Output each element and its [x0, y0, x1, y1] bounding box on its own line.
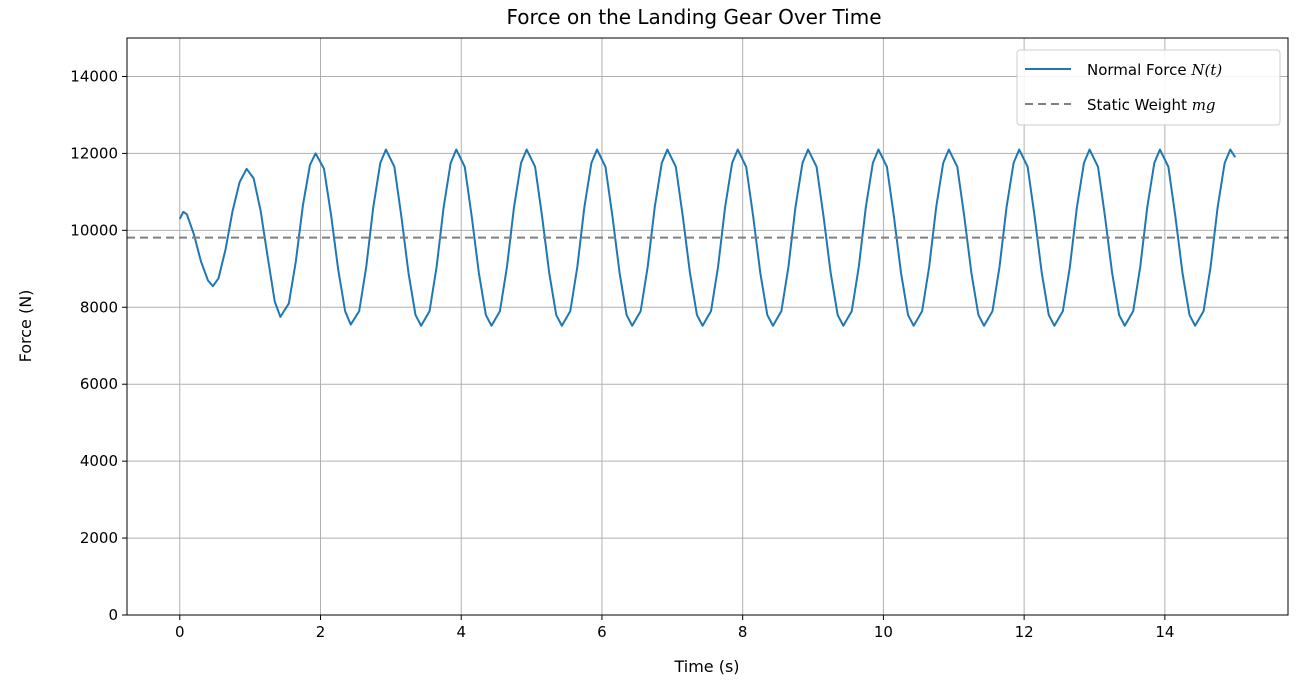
plot-series: [127, 148, 1288, 327]
y-tick-label: 8000: [80, 298, 118, 316]
plot-area-frame: [126, 37, 1289, 616]
legend: Normal Force N(t) Static Weight mg: [1016, 49, 1281, 126]
x-tick-label: 8: [738, 623, 748, 641]
axis-ticks: 0 2 4 6 8 10 12 14 0 2000 4000 6000 8000 10000 12000 14…: [70, 67, 1174, 641]
y-tick-label: 10000: [70, 221, 118, 239]
x-tick-label: 14: [1155, 623, 1174, 641]
legend-box: [1016, 49, 1281, 126]
y-tick-label: 12000: [70, 144, 118, 162]
y-axis-label: Force (N): [16, 290, 35, 363]
y-tick-label: 4000: [80, 452, 118, 470]
y-tick-label: 14000: [70, 67, 118, 85]
legend-label-static-weight: Static Weight mg: [1087, 96, 1216, 114]
chart-title: Force on the Landing Gear Over Time: [506, 5, 881, 29]
x-tick-label: 4: [456, 623, 466, 641]
grid: [127, 38, 1288, 616]
legend-label-normal-force: Normal Force N(t): [1087, 61, 1222, 79]
y-tick-label: 0: [108, 606, 118, 624]
x-tick-label: 12: [1015, 623, 1034, 641]
normal-force-line: [178, 148, 1237, 327]
x-axis-label: Time (s): [673, 657, 739, 676]
x-tick-label: 10: [874, 623, 893, 641]
y-tick-label: 6000: [80, 375, 118, 393]
x-tick-label: 2: [316, 623, 326, 641]
y-tick-label: 2000: [80, 529, 118, 547]
x-tick-label: 6: [597, 623, 607, 641]
x-tick-label: 0: [175, 623, 185, 641]
